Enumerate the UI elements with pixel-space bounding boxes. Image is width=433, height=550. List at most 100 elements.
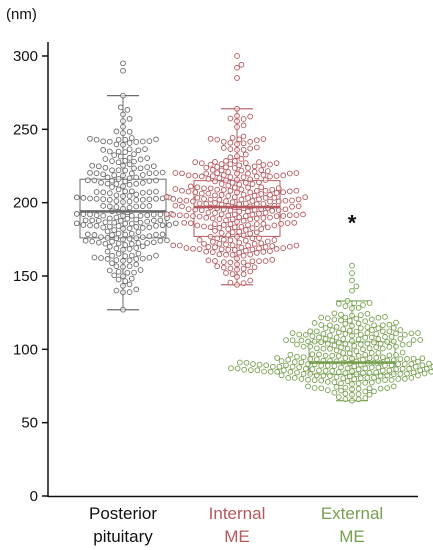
data-point <box>273 160 280 166</box>
data-point <box>229 199 236 206</box>
data-point <box>109 232 115 238</box>
data-point <box>196 213 203 220</box>
data-point <box>285 356 292 363</box>
data-point <box>120 236 126 243</box>
data-point <box>89 162 96 169</box>
data-point <box>157 217 164 224</box>
data-point <box>397 335 404 342</box>
data-point <box>164 237 170 244</box>
data-point <box>128 275 135 282</box>
data-point <box>349 381 355 387</box>
data-point <box>271 237 278 243</box>
data-point <box>346 373 353 380</box>
data-point <box>139 138 146 145</box>
data-point <box>329 327 336 334</box>
data-point <box>291 359 298 365</box>
data-point <box>137 156 144 163</box>
data-point <box>300 343 307 350</box>
data-point <box>318 322 325 328</box>
significance-marker: * <box>348 211 357 236</box>
data-point <box>87 169 93 176</box>
y-tick-label: 150 <box>13 268 38 285</box>
data-point <box>82 237 89 244</box>
data-point <box>393 330 399 337</box>
data-point <box>366 300 373 306</box>
data-point <box>240 271 247 278</box>
data-point <box>153 195 159 202</box>
data-point <box>227 207 234 214</box>
data-point <box>223 198 229 204</box>
data-point <box>236 239 243 246</box>
data-point <box>342 303 349 309</box>
data-point <box>282 197 289 204</box>
data-point <box>146 170 153 177</box>
data-point <box>262 187 269 194</box>
data-point <box>318 339 325 346</box>
data-point <box>364 324 371 330</box>
data-point <box>223 217 229 224</box>
data-point <box>258 184 265 191</box>
data-point <box>262 258 269 264</box>
data-point <box>269 256 276 263</box>
data-point <box>170 242 177 249</box>
data-point <box>338 344 344 351</box>
data-point <box>253 250 260 256</box>
data-point <box>126 193 133 199</box>
data-point <box>249 246 256 253</box>
data-point <box>109 260 115 267</box>
data-point <box>342 396 349 402</box>
data-point <box>172 220 179 227</box>
data-point <box>251 192 258 199</box>
data-point <box>146 224 153 231</box>
data-point <box>364 310 371 317</box>
data-point <box>179 187 185 194</box>
data-point <box>223 270 229 276</box>
data-point <box>170 196 177 202</box>
data-point <box>355 366 362 373</box>
data-point <box>258 167 265 173</box>
data-point <box>109 167 115 174</box>
data-point <box>379 367 386 374</box>
data-point <box>351 363 358 370</box>
data-point <box>203 214 210 221</box>
data-point <box>333 374 340 380</box>
data-point <box>229 271 236 277</box>
data-point <box>227 174 234 180</box>
data-point <box>236 162 243 169</box>
data-point <box>135 229 142 235</box>
data-point <box>234 266 240 273</box>
x-category-label-line1: External <box>321 504 383 523</box>
data-point <box>371 322 377 329</box>
data-point <box>311 320 318 326</box>
data-point <box>122 278 129 284</box>
data-point <box>117 153 124 160</box>
data-point <box>212 258 218 264</box>
data-point <box>120 263 126 270</box>
data-point <box>113 204 120 210</box>
data-point <box>355 336 362 343</box>
data-point <box>247 230 254 237</box>
data-point <box>349 391 355 398</box>
data-point <box>373 369 380 376</box>
data-point <box>194 194 201 201</box>
data-point <box>234 124 240 130</box>
data-point <box>128 241 135 247</box>
data-point <box>320 330 327 337</box>
data-point <box>408 361 415 367</box>
data-point <box>249 181 256 187</box>
data-point <box>408 375 415 381</box>
data-point <box>176 212 183 219</box>
data-point <box>227 221 234 227</box>
data-point <box>126 161 133 168</box>
data-point <box>267 173 273 180</box>
data-point <box>260 215 267 221</box>
y-tick-label: 300 <box>13 48 38 65</box>
data-point <box>346 317 353 324</box>
data-point <box>212 159 218 165</box>
data-point <box>126 235 133 242</box>
data-point <box>318 377 325 384</box>
data-point <box>120 118 126 124</box>
data-point <box>357 325 364 332</box>
data-point <box>344 345 351 352</box>
data-point <box>333 347 340 354</box>
